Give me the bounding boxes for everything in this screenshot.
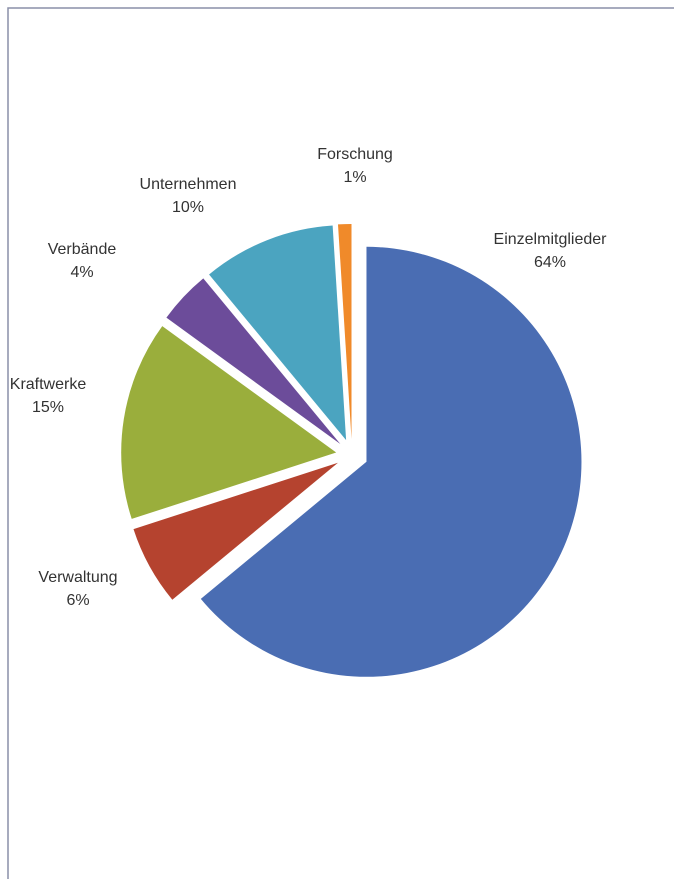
slice-label: Forschung bbox=[317, 146, 393, 163]
slice-value-label: 1% bbox=[343, 169, 366, 186]
slice-value-label: 64% bbox=[534, 254, 566, 271]
pie-slice bbox=[121, 326, 337, 519]
slice-value-label: 15% bbox=[32, 399, 64, 416]
frame bbox=[7, 7, 674, 879]
slice-value-label: 4% bbox=[70, 264, 93, 281]
pie-slice bbox=[166, 278, 341, 445]
pie-slice bbox=[209, 225, 347, 441]
slice-label: Verbände bbox=[48, 241, 117, 258]
slice-label: Verwaltung bbox=[38, 569, 117, 586]
pie-slice bbox=[337, 224, 352, 440]
slice-value-label: 10% bbox=[172, 199, 204, 216]
slice-label: Unternehmen bbox=[140, 176, 237, 193]
slice-value-label: 6% bbox=[66, 592, 89, 609]
slice-label: Einzelmitglieder bbox=[494, 231, 608, 248]
pie-slice bbox=[133, 462, 338, 600]
slice-label: Kraftwerke bbox=[10, 376, 87, 393]
pie-slice bbox=[200, 246, 582, 677]
